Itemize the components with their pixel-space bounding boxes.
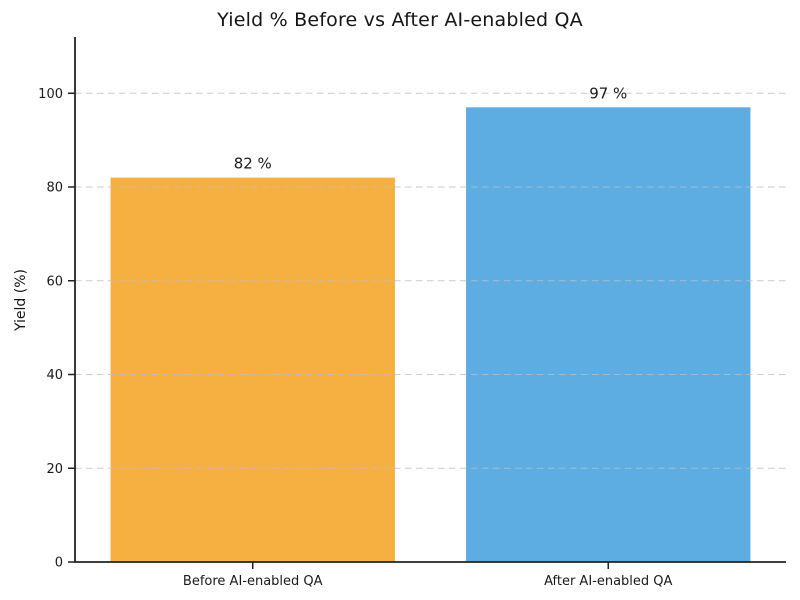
chart-title: Yield % Before vs After AI-enabled QA (217, 9, 583, 31)
y-tick-label: 60 (46, 274, 63, 289)
y-tick-label: 80 (46, 181, 63, 196)
chart-bar (110, 177, 395, 562)
chart-bar (466, 107, 751, 562)
y-tick-label: 40 (46, 368, 63, 383)
y-tick-label: 20 (46, 462, 63, 477)
y-tick-label: 0 (55, 556, 63, 571)
bar-value-label: 97 % (589, 84, 627, 102)
x-category-label: Before AI-enabled QA (183, 574, 323, 589)
y-tick-label: 100 (38, 87, 63, 102)
x-category-label: After AI-enabled QA (544, 574, 672, 589)
bar-value-label: 82 % (234, 155, 272, 173)
